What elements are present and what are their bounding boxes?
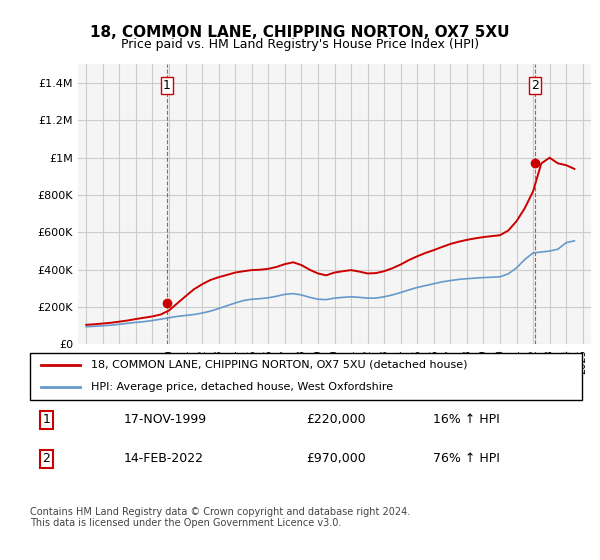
Text: 14-FEB-2022: 14-FEB-2022 <box>124 452 204 465</box>
Text: £970,000: £970,000 <box>306 452 366 465</box>
Text: 1: 1 <box>163 80 171 92</box>
Text: Price paid vs. HM Land Registry's House Price Index (HPI): Price paid vs. HM Land Registry's House … <box>121 38 479 51</box>
Text: 18, COMMON LANE, CHIPPING NORTON, OX7 5XU (detached house): 18, COMMON LANE, CHIPPING NORTON, OX7 5X… <box>91 360 467 370</box>
FancyBboxPatch shape <box>30 353 582 400</box>
Text: 1: 1 <box>43 413 50 426</box>
Text: 16% ↑ HPI: 16% ↑ HPI <box>433 413 500 426</box>
Text: 18, COMMON LANE, CHIPPING NORTON, OX7 5XU: 18, COMMON LANE, CHIPPING NORTON, OX7 5X… <box>90 25 510 40</box>
Text: Contains HM Land Registry data © Crown copyright and database right 2024.
This d: Contains HM Land Registry data © Crown c… <box>30 507 410 529</box>
Text: 2: 2 <box>43 452 50 465</box>
Text: HPI: Average price, detached house, West Oxfordshire: HPI: Average price, detached house, West… <box>91 382 393 392</box>
Text: £220,000: £220,000 <box>306 413 365 426</box>
Text: 2: 2 <box>531 80 539 92</box>
Text: 76% ↑ HPI: 76% ↑ HPI <box>433 452 500 465</box>
Text: 17-NOV-1999: 17-NOV-1999 <box>124 413 207 426</box>
